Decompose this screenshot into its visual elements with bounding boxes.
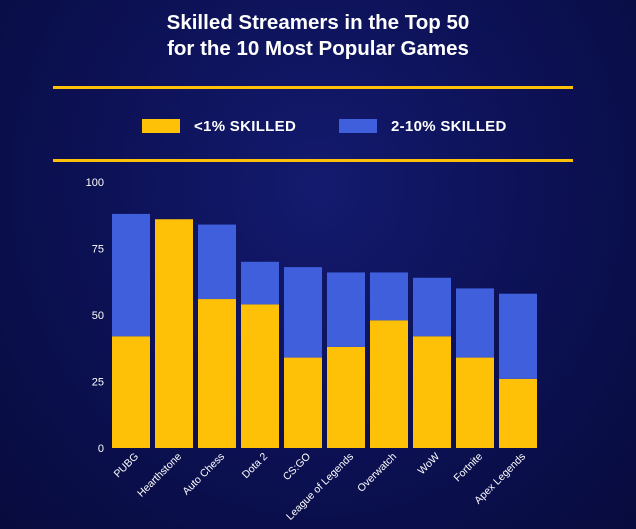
bar-wow-series-2 (413, 277, 451, 337)
bar-cs-go-series-2 (284, 267, 322, 358)
bar-hearthstone-series-1 (155, 219, 193, 448)
category-label-hearthstone: Hearthstone (135, 451, 184, 500)
bar-apex-legends-series-1 (499, 378, 537, 448)
bar-dota-2-series-1 (241, 304, 279, 448)
bar-league-of-legends-series-2 (327, 272, 365, 347)
legend-label-2-10-percent: 2-10% SKILLED (391, 117, 507, 135)
chart-legend: <1% SKILLED 2-10% SKILLED (0, 114, 636, 138)
bar-apex-legends-series-2 (499, 293, 537, 379)
bar-pubg-series-2 (112, 213, 150, 337)
bar-cs-go-series-1 (284, 357, 322, 448)
top-divider (53, 86, 573, 89)
category-label-cs-go: CS:GO (281, 451, 313, 483)
category-label-overwatch: Overwatch (355, 451, 399, 495)
y-tick-label-0: 0 (98, 443, 104, 455)
bar-pubg-series-1 (112, 336, 150, 448)
bottom-divider (53, 159, 573, 162)
bar-auto-chess-series-1 (198, 299, 236, 448)
category-label-fortnite: Fortnite (451, 451, 485, 485)
chart-title-line-2: for the 10 Most Popular Games (167, 37, 469, 60)
bar-fortnite-series-2 (456, 288, 494, 358)
y-tick-label-75: 75 (92, 244, 104, 256)
bar-overwatch-series-1 (370, 320, 408, 448)
category-label-pubg: PUBG (112, 451, 142, 481)
y-tick-label-100: 100 (86, 177, 104, 189)
bar-auto-chess-series-2 (198, 224, 236, 300)
chart-title: Skilled Streamers in the Top 50 for the … (0, 10, 636, 62)
legend-swatch-2-10-percent (339, 119, 377, 133)
y-tick-label-25: 25 (92, 377, 104, 389)
legend-swatch-under-1-percent (142, 119, 180, 133)
category-label-wow: WoW (416, 451, 443, 478)
legend-item-2-10-percent: 2-10% SKILLED (339, 114, 507, 138)
bar-fortnite-series-1 (456, 357, 494, 448)
chart-title-line-1: Skilled Streamers in the Top 50 (166, 11, 470, 34)
bar-dota-2-series-2 (241, 261, 279, 305)
bar-wow-series-1 (413, 336, 451, 448)
legend-label-under-1-percent: <1% SKILLED (194, 117, 297, 135)
category-label-dota-2: Dota 2 (240, 451, 270, 481)
bar-overwatch-series-2 (370, 272, 408, 321)
bar-league-of-legends-series-1 (327, 346, 365, 448)
legend-item-under-1-percent: <1% SKILLED (142, 114, 296, 138)
category-label-auto-chess: Auto Chess (180, 451, 227, 498)
y-tick-label-50: 50 (92, 310, 104, 322)
